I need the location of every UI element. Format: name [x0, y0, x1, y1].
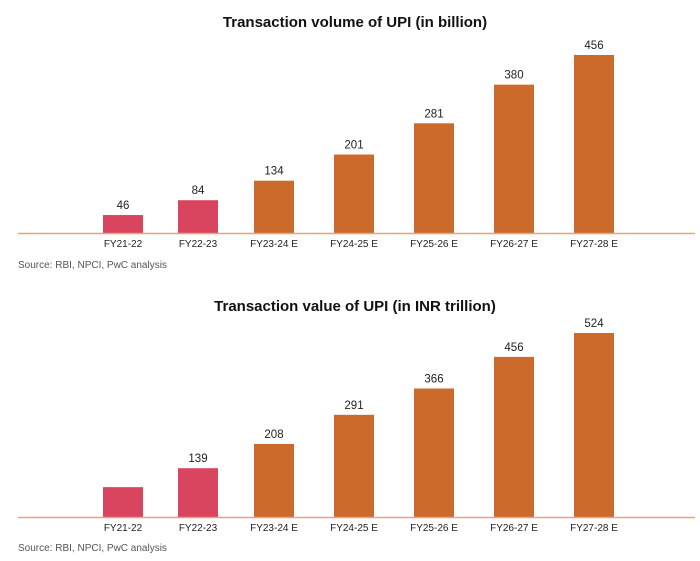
data-label: 46 [117, 200, 130, 212]
value-chart: Transaction value of UPI (in INR trillio… [18, 298, 695, 554]
x-tick-label: FY21-22 [104, 239, 143, 250]
data-label: 84 [192, 185, 205, 197]
bar [103, 215, 143, 233]
chart-title: Transaction value of UPI (in INR trillio… [214, 298, 496, 315]
data-label: 139 [188, 453, 207, 465]
bar [414, 388, 454, 517]
x-tick-label: FY24-25 E [330, 523, 378, 534]
bar [574, 333, 614, 517]
data-label: 524 [584, 318, 604, 330]
bar [334, 414, 374, 517]
data-label: 281 [424, 108, 443, 120]
data-label: 366 [424, 373, 443, 385]
bar [574, 55, 614, 233]
x-tick-label: FY25-26 E [410, 523, 458, 534]
x-tick-label: FY25-26 E [410, 239, 458, 250]
bar [334, 154, 374, 233]
data-label: 208 [264, 429, 283, 441]
bar [178, 468, 218, 517]
x-tick-label: FY22-23 [179, 239, 218, 250]
x-tick-label: FY26-27 E [490, 523, 538, 534]
bar [178, 200, 218, 233]
bar [103, 487, 143, 517]
x-tick-label: FY23-24 E [250, 523, 298, 534]
chart-title: Transaction volume of UPI (in billion) [223, 14, 487, 31]
bar [494, 84, 534, 234]
bar [254, 443, 294, 517]
x-tick-label: FY24-25 E [330, 239, 378, 250]
x-tick-label: FY23-24 E [250, 239, 298, 250]
bar [414, 123, 454, 233]
x-tick-label: FY27-28 E [570, 239, 618, 250]
data-label: 201 [344, 140, 363, 152]
x-tick-label: FY21-22 [104, 523, 143, 534]
volume-chart: Transaction volume of UPI (in billion) S… [18, 14, 695, 271]
chart-source: Source: RBI, NPCI, PwC analysis [18, 543, 167, 554]
bar [254, 180, 294, 233]
data-label: 456 [504, 342, 523, 354]
data-label: 456 [584, 40, 603, 52]
bar [494, 356, 534, 517]
x-tick-label: FY26-27 E [490, 239, 538, 250]
data-label: 134 [264, 166, 284, 178]
x-tick-label: FY27-28 E [570, 523, 618, 534]
data-label: 380 [504, 70, 523, 82]
data-label: 291 [344, 400, 363, 412]
x-tick-label: FY22-23 [179, 523, 218, 534]
chart-source: Source: RBI, NPCI, PwC analysis [18, 260, 167, 271]
